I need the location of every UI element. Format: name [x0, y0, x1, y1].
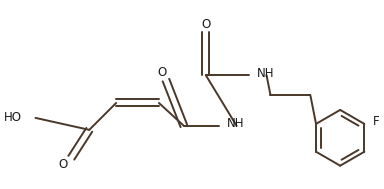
Text: NH: NH — [257, 67, 274, 80]
Text: HO: HO — [3, 111, 22, 124]
Text: F: F — [373, 115, 380, 128]
Text: O: O — [157, 66, 167, 79]
Text: O: O — [59, 158, 68, 171]
Text: NH: NH — [227, 117, 244, 130]
Text: O: O — [201, 18, 210, 31]
